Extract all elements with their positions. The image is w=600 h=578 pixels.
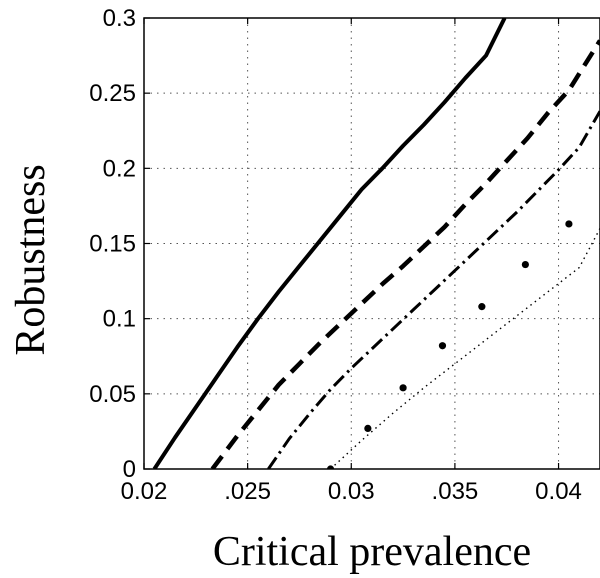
y-tick-label: 0.25 (89, 80, 136, 107)
y-tick-label: 0 (123, 456, 136, 483)
series-marker-point (565, 220, 573, 228)
x-tick-label: .035 (432, 478, 479, 505)
y-tick-label: 0.1 (103, 306, 136, 333)
x-axis-label: Critical prevalence (213, 529, 531, 575)
series-dashdot-line (267, 110, 600, 469)
series-dashed-line (210, 39, 600, 469)
series-marker-point (438, 342, 447, 350)
series-marker-point (521, 260, 529, 269)
x-tick-label: 0.04 (535, 478, 582, 505)
series-dotted-line (330, 228, 600, 469)
x-tick-label: 0.02 (121, 478, 168, 505)
series-solid-line (152, 18, 507, 469)
tick-marks (143, 17, 560, 470)
y-tick-label: 0.3 (103, 5, 136, 32)
tick-labels: 0.02 .025 0.03 .035 0.04 0 0.05 0.1 0.15 0.2 0.25 0… (89, 5, 582, 505)
y-tick-label: 0.05 (89, 381, 136, 408)
grid-lines (144, 18, 600, 469)
x-tick-label: 0.03 (328, 478, 375, 505)
series-marker-point (364, 424, 372, 433)
series-lines (152, 18, 600, 469)
y-axis-label: Robustness (8, 164, 54, 355)
series-marker-point (478, 303, 486, 311)
y-tick-label: 0.15 (89, 231, 136, 258)
series-marker-point (399, 384, 407, 392)
series-marker-point (326, 465, 335, 469)
x-tick-label: .025 (224, 478, 271, 505)
y-tick-label: 0.2 (103, 155, 136, 182)
